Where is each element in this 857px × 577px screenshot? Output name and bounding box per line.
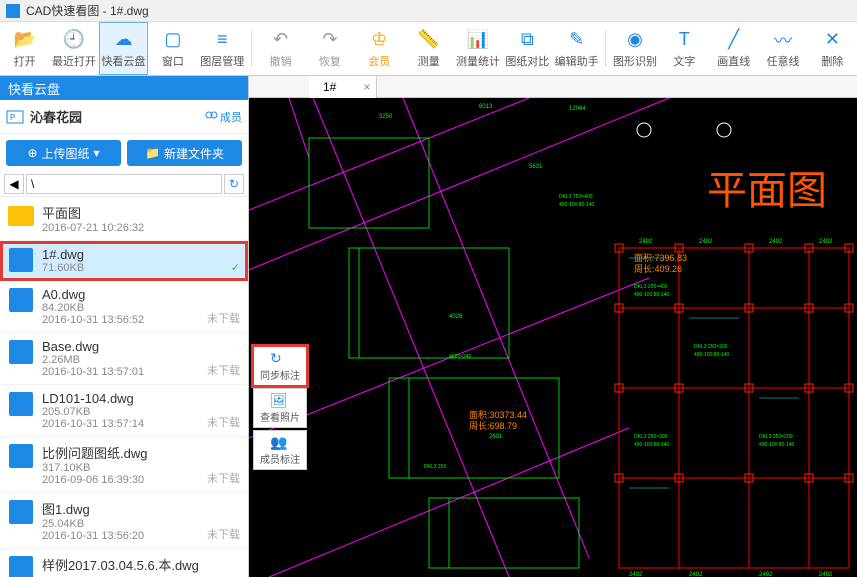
- svg-text:2492: 2492: [769, 239, 783, 245]
- svg-text:4026: 4026: [449, 314, 463, 320]
- path-input[interactable]: [26, 174, 222, 194]
- project-row: P 沁春花园 成员: [0, 100, 248, 134]
- svg-text:490-100:80-140: 490-100:80-140: [634, 442, 670, 448]
- refresh-button[interactable]: ↻: [224, 174, 244, 194]
- toolbar-测量[interactable]: 📏测量: [404, 22, 453, 75]
- tab-bar: 1# ×: [249, 76, 857, 98]
- svg-text:DKL3 250×200: DKL3 250×200: [634, 434, 668, 440]
- svg-text:2492: 2492: [759, 572, 773, 577]
- svg-text:DKL3 250×200: DKL3 250×200: [759, 434, 793, 440]
- toolbar-恢复[interactable]: ↷恢复: [305, 22, 354, 75]
- toolbar-任意线[interactable]: 〰任意线: [758, 22, 807, 75]
- toolbar-编辑助手[interactable]: ✎编辑助手: [552, 22, 601, 75]
- new-folder-button[interactable]: 📁 新建文件夹: [127, 140, 242, 166]
- perim-annotation-2: 周长:698.79: [469, 420, 517, 431]
- svg-text:2492: 2492: [699, 239, 713, 245]
- toolbar-最近打开[interactable]: 🕘最近打开: [49, 22, 98, 75]
- app-icon: [6, 4, 20, 18]
- svg-text:490-100:80-140: 490-100:80-140: [694, 352, 730, 358]
- svg-text:490-100:80-140: 490-100:80-140: [559, 202, 595, 208]
- svg-text:2492: 2492: [689, 572, 703, 577]
- file-item[interactable]: LD101-104.dwg205.07KB2016-10-31 13:57:14…: [0, 385, 248, 437]
- members-button[interactable]: 成员: [204, 109, 242, 125]
- sidebar-header: 快看云盘: [0, 76, 248, 100]
- toolbar-撤销[interactable]: ↶撤销: [256, 22, 305, 75]
- svg-text:DKL3 250: DKL3 250: [424, 464, 446, 470]
- toolbar-画直线[interactable]: ╱画直线: [709, 22, 758, 75]
- cloud-sidebar: 快看云盘 P 沁春花园 成员 ⊕ 上传图纸 ▾ 📁 新建文件夹 ◀ ↻ 平面图2…: [0, 76, 249, 577]
- project-icon: P: [6, 108, 24, 126]
- upload-button[interactable]: ⊕ 上传图纸 ▾: [6, 140, 121, 166]
- svg-text:2492: 2492: [819, 572, 833, 577]
- viewport-tool-同步标注[interactable]: ↻同步标注: [253, 346, 307, 386]
- file-item[interactable]: 样例2017.03.04.5.6.本.dwg: [0, 549, 248, 577]
- file-list: 平面图2016-07-21 10:26:321#.dwg71.60KB✓A0.d…: [0, 197, 248, 577]
- file-item[interactable]: 平面图2016-07-21 10:26:32: [0, 197, 248, 241]
- area-annotation-2: 面积:30373.44: [469, 409, 527, 420]
- toolbar-测量统计[interactable]: 📊测量统计: [453, 22, 502, 75]
- toolbar-窗口[interactable]: ▢窗口: [148, 22, 197, 75]
- tab-file[interactable]: 1# ×: [309, 76, 377, 98]
- canvas-area: 1# ×: [249, 76, 857, 577]
- main-toolbar: 📂打开🕘最近打开☁快看云盘▢窗口≡图层管理↶撤销↷恢复♔会员📏测量📊测量统计⧉图…: [0, 22, 857, 76]
- toolbar-删除[interactable]: ✕删除: [808, 22, 857, 75]
- window-title: CAD快速看图 - 1#.dwg: [26, 2, 149, 19]
- svg-text:DKL3 250×200: DKL3 250×200: [694, 344, 728, 350]
- file-item[interactable]: Base.dwg2.26MB2016-10-31 13:57:01未下载: [0, 333, 248, 385]
- drawing-viewport[interactable]: 6013 12064 3250 5631 2492 2492 2492 2492 2492…: [249, 98, 857, 577]
- file-item[interactable]: 图1.dwg25.04KB2016-10-31 13:56:20未下载: [0, 493, 248, 549]
- viewport-tool-成员标注[interactable]: 👥成员标注: [253, 430, 307, 470]
- toolbar-图纸对比[interactable]: ⧉图纸对比: [503, 22, 552, 75]
- file-item[interactable]: 比例问题图纸.dwg317.10KB2016-09-06 16:39:30未下载: [0, 437, 248, 493]
- back-button[interactable]: ◀: [4, 174, 24, 194]
- svg-text:2601: 2601: [489, 434, 503, 440]
- svg-text:3250: 3250: [379, 114, 393, 120]
- svg-text:6013: 6013: [479, 104, 493, 110]
- viewport-tool-查看照片[interactable]: 🖼查看照片: [253, 388, 307, 428]
- toolbar-图形识别[interactable]: ◉图形识别: [610, 22, 659, 75]
- toolbar-会员[interactable]: ♔会员: [355, 22, 404, 75]
- svg-text:P: P: [10, 113, 15, 122]
- close-icon[interactable]: ×: [363, 80, 370, 94]
- title-bar: CAD快速看图 - 1#.dwg: [0, 0, 857, 22]
- plan-title: 平面图: [707, 158, 827, 216]
- svg-text:490-100:80-140: 490-100:80-140: [634, 292, 670, 298]
- svg-text:2492: 2492: [819, 239, 833, 245]
- file-item[interactable]: 1#.dwg71.60KB✓: [0, 241, 248, 281]
- toolbar-图层管理[interactable]: ≡图层管理: [198, 22, 247, 75]
- svg-text:DKL3 750×400: DKL3 750×400: [559, 194, 593, 200]
- svg-text:DKL3 200×400: DKL3 200×400: [634, 284, 668, 290]
- perim-annotation-1: 周长:409.26: [634, 263, 682, 274]
- area-annotation-1: 面积:7396.83: [634, 252, 687, 263]
- file-item[interactable]: A0.dwg84.20KB2016-10-31 13:56:52未下载: [0, 281, 248, 333]
- toolbar-文字[interactable]: T文字: [660, 22, 709, 75]
- svg-text:4622×240: 4622×240: [449, 354, 472, 360]
- svg-text:12064: 12064: [569, 106, 586, 112]
- svg-text:5631: 5631: [529, 164, 543, 170]
- toolbar-打开[interactable]: 📂打开: [0, 22, 49, 75]
- toolbar-快看云盘[interactable]: ☁快看云盘: [99, 22, 148, 75]
- svg-text:2492: 2492: [639, 239, 653, 245]
- svg-text:2492: 2492: [629, 572, 643, 577]
- project-name[interactable]: 沁春花园: [30, 107, 204, 126]
- svg-text:490-100:80-140: 490-100:80-140: [759, 442, 795, 448]
